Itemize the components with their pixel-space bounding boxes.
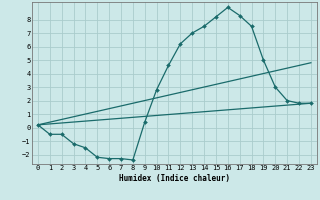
X-axis label: Humidex (Indice chaleur): Humidex (Indice chaleur) — [119, 174, 230, 183]
